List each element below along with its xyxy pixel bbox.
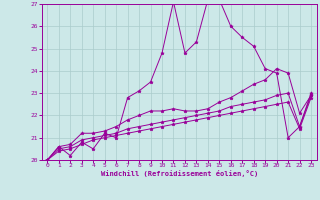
X-axis label: Windchill (Refroidissement éolien,°C): Windchill (Refroidissement éolien,°C)	[100, 170, 258, 177]
